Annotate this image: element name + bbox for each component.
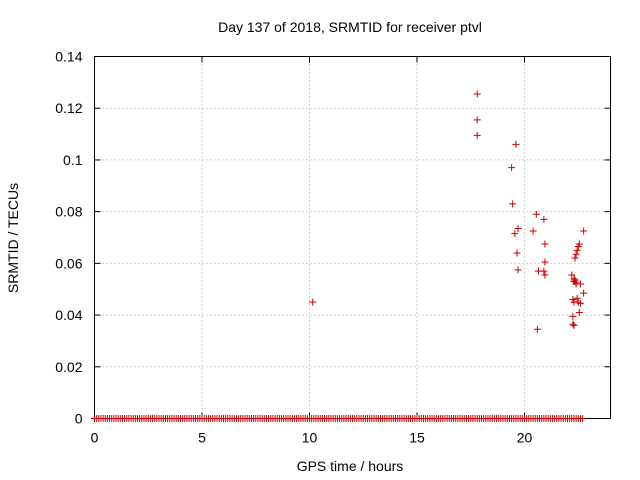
x-tick-labels: 0 5 10 15 20 xyxy=(91,430,533,446)
y-tick-label: 0.1 xyxy=(63,152,83,168)
data-point xyxy=(541,271,549,279)
data-point xyxy=(569,320,577,328)
grid-lines xyxy=(94,56,611,419)
y-tick-label: 0.08 xyxy=(55,204,82,220)
data-point xyxy=(575,308,583,316)
y-tick-label: 0.06 xyxy=(55,255,82,271)
data-point xyxy=(309,298,317,306)
data-point xyxy=(580,227,588,235)
data-point xyxy=(473,90,481,98)
data-point xyxy=(532,210,540,218)
x-tick-label: 0 xyxy=(91,430,99,446)
data-point xyxy=(570,321,578,329)
data-point xyxy=(569,312,577,320)
data-point xyxy=(571,254,579,262)
x-tick-label: 15 xyxy=(409,430,425,446)
data-point xyxy=(508,164,516,172)
data-point xyxy=(580,289,588,297)
data-point xyxy=(576,299,584,307)
data-point xyxy=(514,224,522,232)
data-point xyxy=(575,240,583,248)
y-axis-label: SRMTID / TECUs xyxy=(5,183,21,293)
x-tick-label: 10 xyxy=(302,430,318,446)
data-point xyxy=(529,227,537,235)
data-point xyxy=(513,249,521,257)
y-tick-label: 0 xyxy=(75,411,83,427)
data-point xyxy=(576,280,584,288)
x-tick-label: 20 xyxy=(517,430,533,446)
y-tick-label: 0.02 xyxy=(55,359,82,375)
y-tick-label: 0.04 xyxy=(55,307,82,323)
zero-point xyxy=(579,415,587,422)
data-point xyxy=(573,246,581,254)
data-point xyxy=(514,266,522,274)
data-point xyxy=(511,230,519,238)
chart-title: Day 137 of 2018, SRMTID for receiver ptv… xyxy=(218,19,482,35)
data-point xyxy=(568,271,576,279)
data-point xyxy=(473,116,481,124)
y-tick-label: 0.14 xyxy=(55,49,82,65)
data-point xyxy=(533,325,541,333)
x-tick-label: 5 xyxy=(198,430,206,446)
data-point xyxy=(573,294,581,302)
data-point xyxy=(512,140,520,148)
axis-ticks xyxy=(94,56,611,419)
data-point xyxy=(509,200,517,208)
plot-frame xyxy=(94,56,611,419)
y-tick-label: 0.12 xyxy=(55,100,82,116)
data-point xyxy=(540,267,548,275)
data-point xyxy=(541,258,549,266)
y-tick-labels: 0 0.02 0.04 0.06 0.08 0.1 0.12 0.14 xyxy=(55,49,82,427)
data-point xyxy=(572,279,580,287)
data-point xyxy=(473,131,481,139)
data-point xyxy=(572,250,580,258)
data-point xyxy=(541,240,549,248)
data-points xyxy=(91,90,588,422)
data-point xyxy=(540,215,548,223)
x-axis-label: GPS time / hours xyxy=(297,458,404,474)
